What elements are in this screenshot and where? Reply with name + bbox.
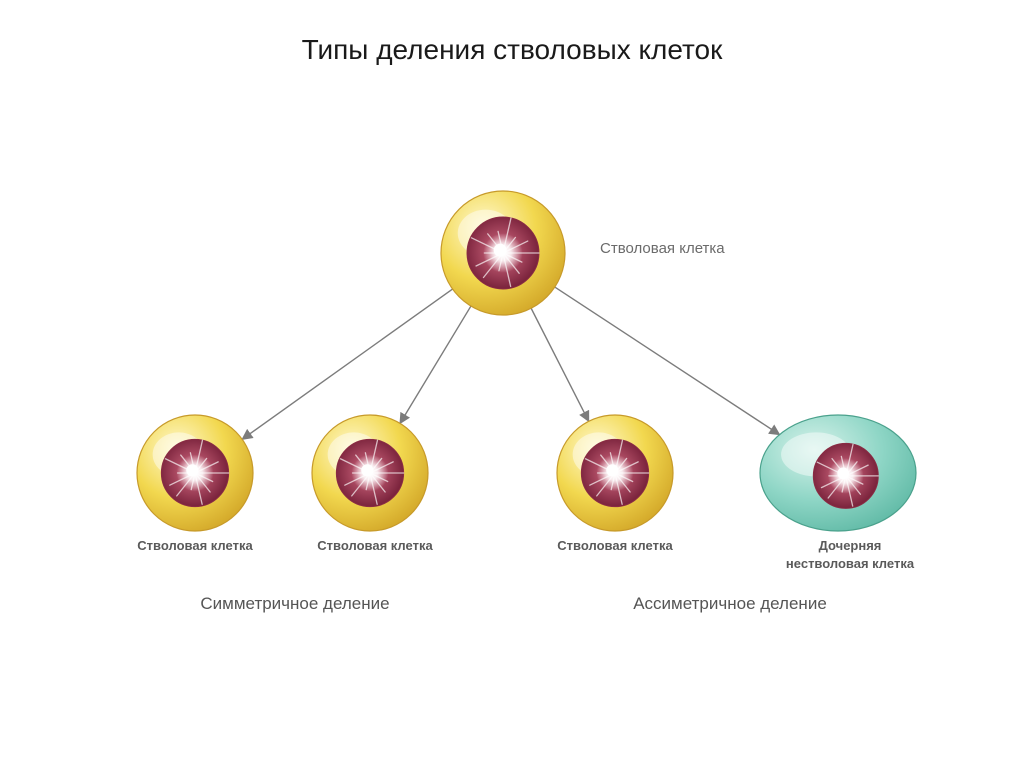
label-child-3: Стволовая клетка — [530, 538, 700, 553]
page-title: Типы деления стволовых клеток — [0, 34, 1024, 66]
label-asymmetric: Ассиметричное деление — [520, 594, 940, 614]
label-child-1: Стволовая клетка — [110, 538, 280, 553]
cell-parent — [441, 191, 565, 315]
cell-c2 — [312, 415, 428, 531]
arrow-2 — [531, 308, 589, 421]
label-parent: Стволовая клетка — [600, 240, 820, 257]
label-child-2: Стволовая клетка — [290, 538, 460, 553]
cell-c4 — [760, 415, 916, 531]
arrows-layer — [242, 287, 779, 439]
arrow-0 — [242, 289, 452, 439]
arrow-3 — [555, 287, 780, 435]
label-child-4-line2: нестволовая клетка — [740, 556, 960, 571]
diagram-canvas — [0, 0, 1024, 767]
arrow-1 — [400, 306, 471, 423]
label-child-4-line1: Дочерняя — [740, 538, 960, 553]
cell-c3 — [557, 415, 673, 531]
label-symmetric: Симметричное деление — [110, 594, 480, 614]
cell-c1 — [137, 415, 253, 531]
